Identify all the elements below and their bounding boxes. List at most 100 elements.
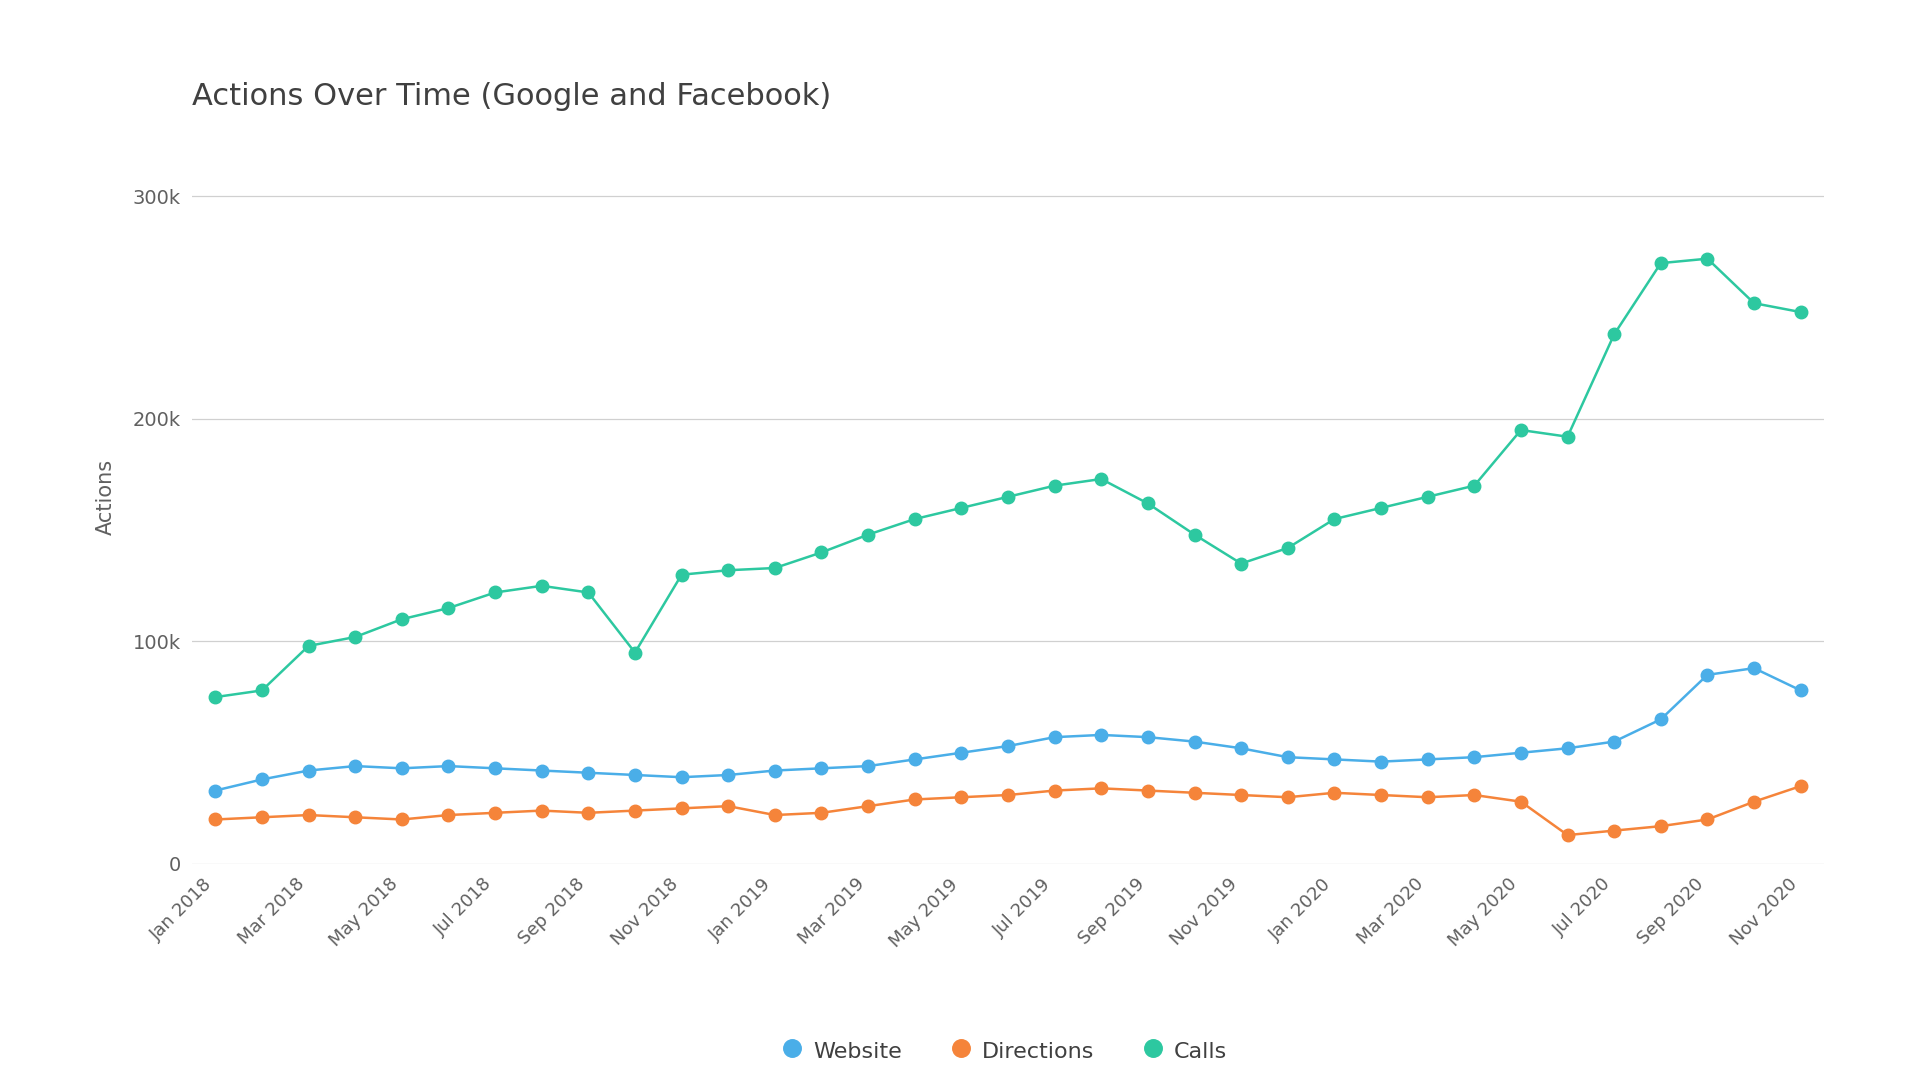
Directions xyxy=(716,799,739,812)
Website xyxy=(1323,753,1346,766)
Calls xyxy=(1323,513,1346,526)
Website xyxy=(624,769,647,782)
Directions xyxy=(1555,828,1578,841)
Calls xyxy=(576,586,599,599)
Calls xyxy=(1137,497,1160,510)
Calls xyxy=(1649,257,1672,270)
Website xyxy=(1043,731,1066,744)
Calls xyxy=(670,568,693,581)
Website xyxy=(810,761,833,774)
Directions xyxy=(810,807,833,820)
Directions xyxy=(204,813,227,826)
Website xyxy=(1789,684,1812,697)
Directions xyxy=(1229,788,1252,801)
Directions xyxy=(344,811,367,824)
Calls xyxy=(1417,490,1440,503)
Directions xyxy=(1417,791,1440,804)
Calls xyxy=(1229,557,1252,570)
Website xyxy=(390,761,413,774)
Calls xyxy=(764,562,787,575)
Directions xyxy=(250,811,273,824)
Website xyxy=(1369,755,1392,768)
Directions xyxy=(764,809,787,822)
Line: Calls: Calls xyxy=(209,253,1807,703)
Directions xyxy=(996,788,1020,801)
Calls xyxy=(390,612,413,625)
Website xyxy=(1183,735,1206,748)
Website xyxy=(1137,731,1160,744)
Calls xyxy=(1555,430,1578,443)
Directions xyxy=(950,791,973,804)
Text: Actions Over Time (Google and Facebook): Actions Over Time (Google and Facebook) xyxy=(192,82,831,110)
Line: Website: Website xyxy=(209,662,1807,797)
Calls xyxy=(950,501,973,514)
Directions xyxy=(670,801,693,814)
Line: Directions: Directions xyxy=(209,780,1807,841)
Website xyxy=(902,753,925,766)
Website xyxy=(438,759,461,772)
Calls xyxy=(856,528,879,541)
Website xyxy=(576,767,599,780)
Calls xyxy=(1743,297,1766,310)
Directions xyxy=(1137,784,1160,797)
Website xyxy=(996,740,1020,753)
Calls xyxy=(204,690,227,703)
Directions xyxy=(390,813,413,826)
Website xyxy=(344,759,367,772)
Calls xyxy=(1183,528,1206,541)
Directions xyxy=(438,809,461,822)
Directions xyxy=(1463,788,1486,801)
Website xyxy=(1277,751,1300,764)
Directions xyxy=(1789,780,1812,793)
Website xyxy=(856,759,879,772)
Website xyxy=(1743,662,1766,675)
Website xyxy=(1417,753,1440,766)
Website xyxy=(716,769,739,782)
Calls xyxy=(1509,423,1532,436)
Calls xyxy=(1463,480,1486,492)
Directions xyxy=(1183,786,1206,799)
Calls xyxy=(1369,501,1392,514)
Directions xyxy=(1603,824,1626,837)
Calls xyxy=(902,513,925,526)
Directions xyxy=(902,793,925,806)
Calls xyxy=(1277,541,1300,554)
Website xyxy=(530,764,553,777)
Directions xyxy=(1743,795,1766,808)
Calls xyxy=(250,684,273,697)
Directions xyxy=(1043,784,1066,797)
Website xyxy=(1695,669,1718,681)
Legend: Website, Directions, Calls: Website, Directions, Calls xyxy=(780,1028,1236,1074)
Y-axis label: Actions: Actions xyxy=(96,459,115,535)
Calls xyxy=(298,639,321,652)
Calls xyxy=(1043,480,1066,492)
Directions xyxy=(624,805,647,818)
Calls xyxy=(484,586,507,599)
Directions xyxy=(1509,795,1532,808)
Directions xyxy=(298,809,321,822)
Directions xyxy=(576,807,599,820)
Website xyxy=(1649,713,1672,726)
Calls xyxy=(1091,473,1114,486)
Calls xyxy=(1695,253,1718,266)
Website xyxy=(1555,742,1578,755)
Calls xyxy=(530,579,553,592)
Directions xyxy=(530,805,553,818)
Calls xyxy=(1603,328,1626,341)
Website xyxy=(950,746,973,759)
Calls xyxy=(996,490,1020,503)
Calls xyxy=(716,564,739,577)
Directions xyxy=(1369,788,1392,801)
Calls xyxy=(810,546,833,559)
Directions xyxy=(856,799,879,812)
Website xyxy=(250,773,273,786)
Website xyxy=(1463,751,1486,764)
Directions xyxy=(1323,786,1346,799)
Website xyxy=(204,784,227,797)
Directions xyxy=(1091,782,1114,795)
Calls xyxy=(1789,306,1812,319)
Website xyxy=(1509,746,1532,759)
Directions xyxy=(484,807,507,820)
Website xyxy=(1603,735,1626,748)
Website xyxy=(298,764,321,777)
